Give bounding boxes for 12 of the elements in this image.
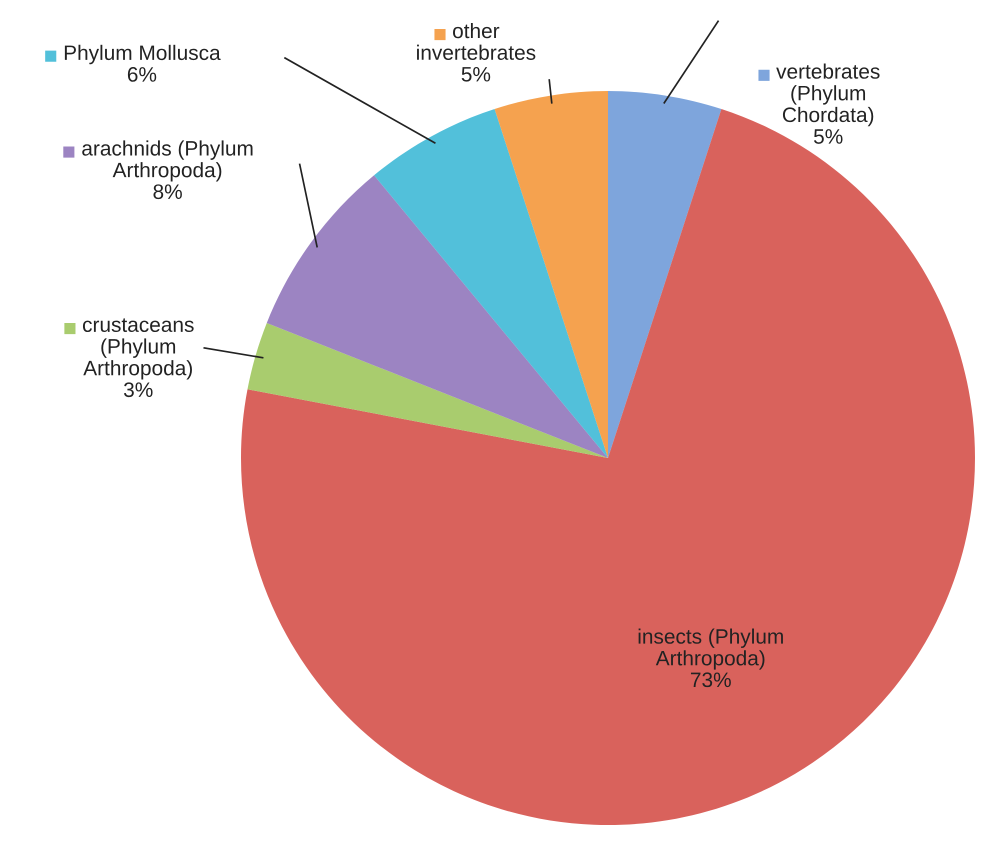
- data-label: 6%: [128, 67, 156, 82]
- data-label: 8%: [153, 184, 182, 200]
- data-label: 3%: [124, 382, 153, 398]
- legend-label: crustaceans (Phylum Arthropoda): [82, 318, 194, 380]
- data-label: 5%: [814, 129, 843, 144]
- data-label: 5%: [462, 66, 490, 82]
- data-label: 73%: [690, 672, 731, 688]
- legend-label: arachnids (Phylum Arthropoda): [82, 140, 252, 182]
- slice-label: insects (Phylum Arthropoda): [638, 628, 783, 670]
- legend-label: other invertebrates: [417, 22, 536, 60]
- legend-label: Phylum Mollusca: [64, 44, 221, 64]
- legend-label: vertebrates (Phylum Chordata): [776, 63, 880, 126]
